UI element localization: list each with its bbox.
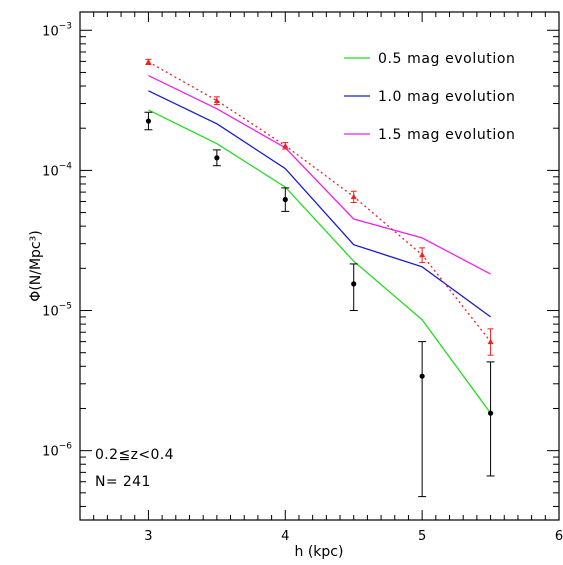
data-point-red (487, 338, 494, 345)
y-tick-label: 10−6 (42, 442, 72, 460)
data-point-black (214, 155, 220, 161)
sample-size-annotation: N= 241 (95, 474, 151, 490)
data-point-black (351, 281, 357, 287)
data-point-red (213, 97, 220, 104)
y-axis-title: Φ(N/Mpc³) (28, 230, 44, 301)
x-tick-label: 3 (144, 529, 152, 544)
y-tick-label: 10−4 (42, 161, 72, 179)
x-tick-label: 5 (418, 529, 426, 544)
legend: 0.5 mag evolution 1.0 mag evolution 1.5 ma… (344, 51, 516, 143)
redshift-annotation: 0.2≦z<0.4 (95, 447, 174, 463)
series-line-2 (148, 75, 491, 275)
series-line-1 (148, 90, 491, 318)
data-point-black (487, 410, 494, 416)
plot-frame (79, 11, 560, 521)
data-point-black (282, 196, 288, 203)
series-line-3 (148, 61, 492, 343)
data-point-red (419, 251, 426, 258)
x-tick-label: 4 (281, 529, 289, 544)
legend-label: 0.5 mag evolution (378, 51, 516, 67)
series-layer (144, 58, 495, 498)
axis-ticks (79, 12, 560, 520)
data-point-black (145, 118, 152, 124)
legend-label: 1.5 mag evolution (378, 127, 516, 143)
y-tick-label: 10−3 (42, 21, 72, 39)
tick-labels: 3 4 5 6 10−6 10−5 10−4 10−3 (42, 21, 563, 544)
data-point-red (145, 58, 152, 65)
data-point-black (419, 373, 425, 379)
y-tick-label: 10−5 (42, 302, 72, 320)
x-axis-title: h (kpc) (295, 544, 344, 560)
legend-label: 1.0 mag evolution (378, 89, 516, 105)
x-tick-label: 6 (555, 529, 563, 544)
data-point-red (350, 193, 357, 200)
data-point-red (282, 142, 289, 149)
series-line-0 (148, 109, 492, 414)
